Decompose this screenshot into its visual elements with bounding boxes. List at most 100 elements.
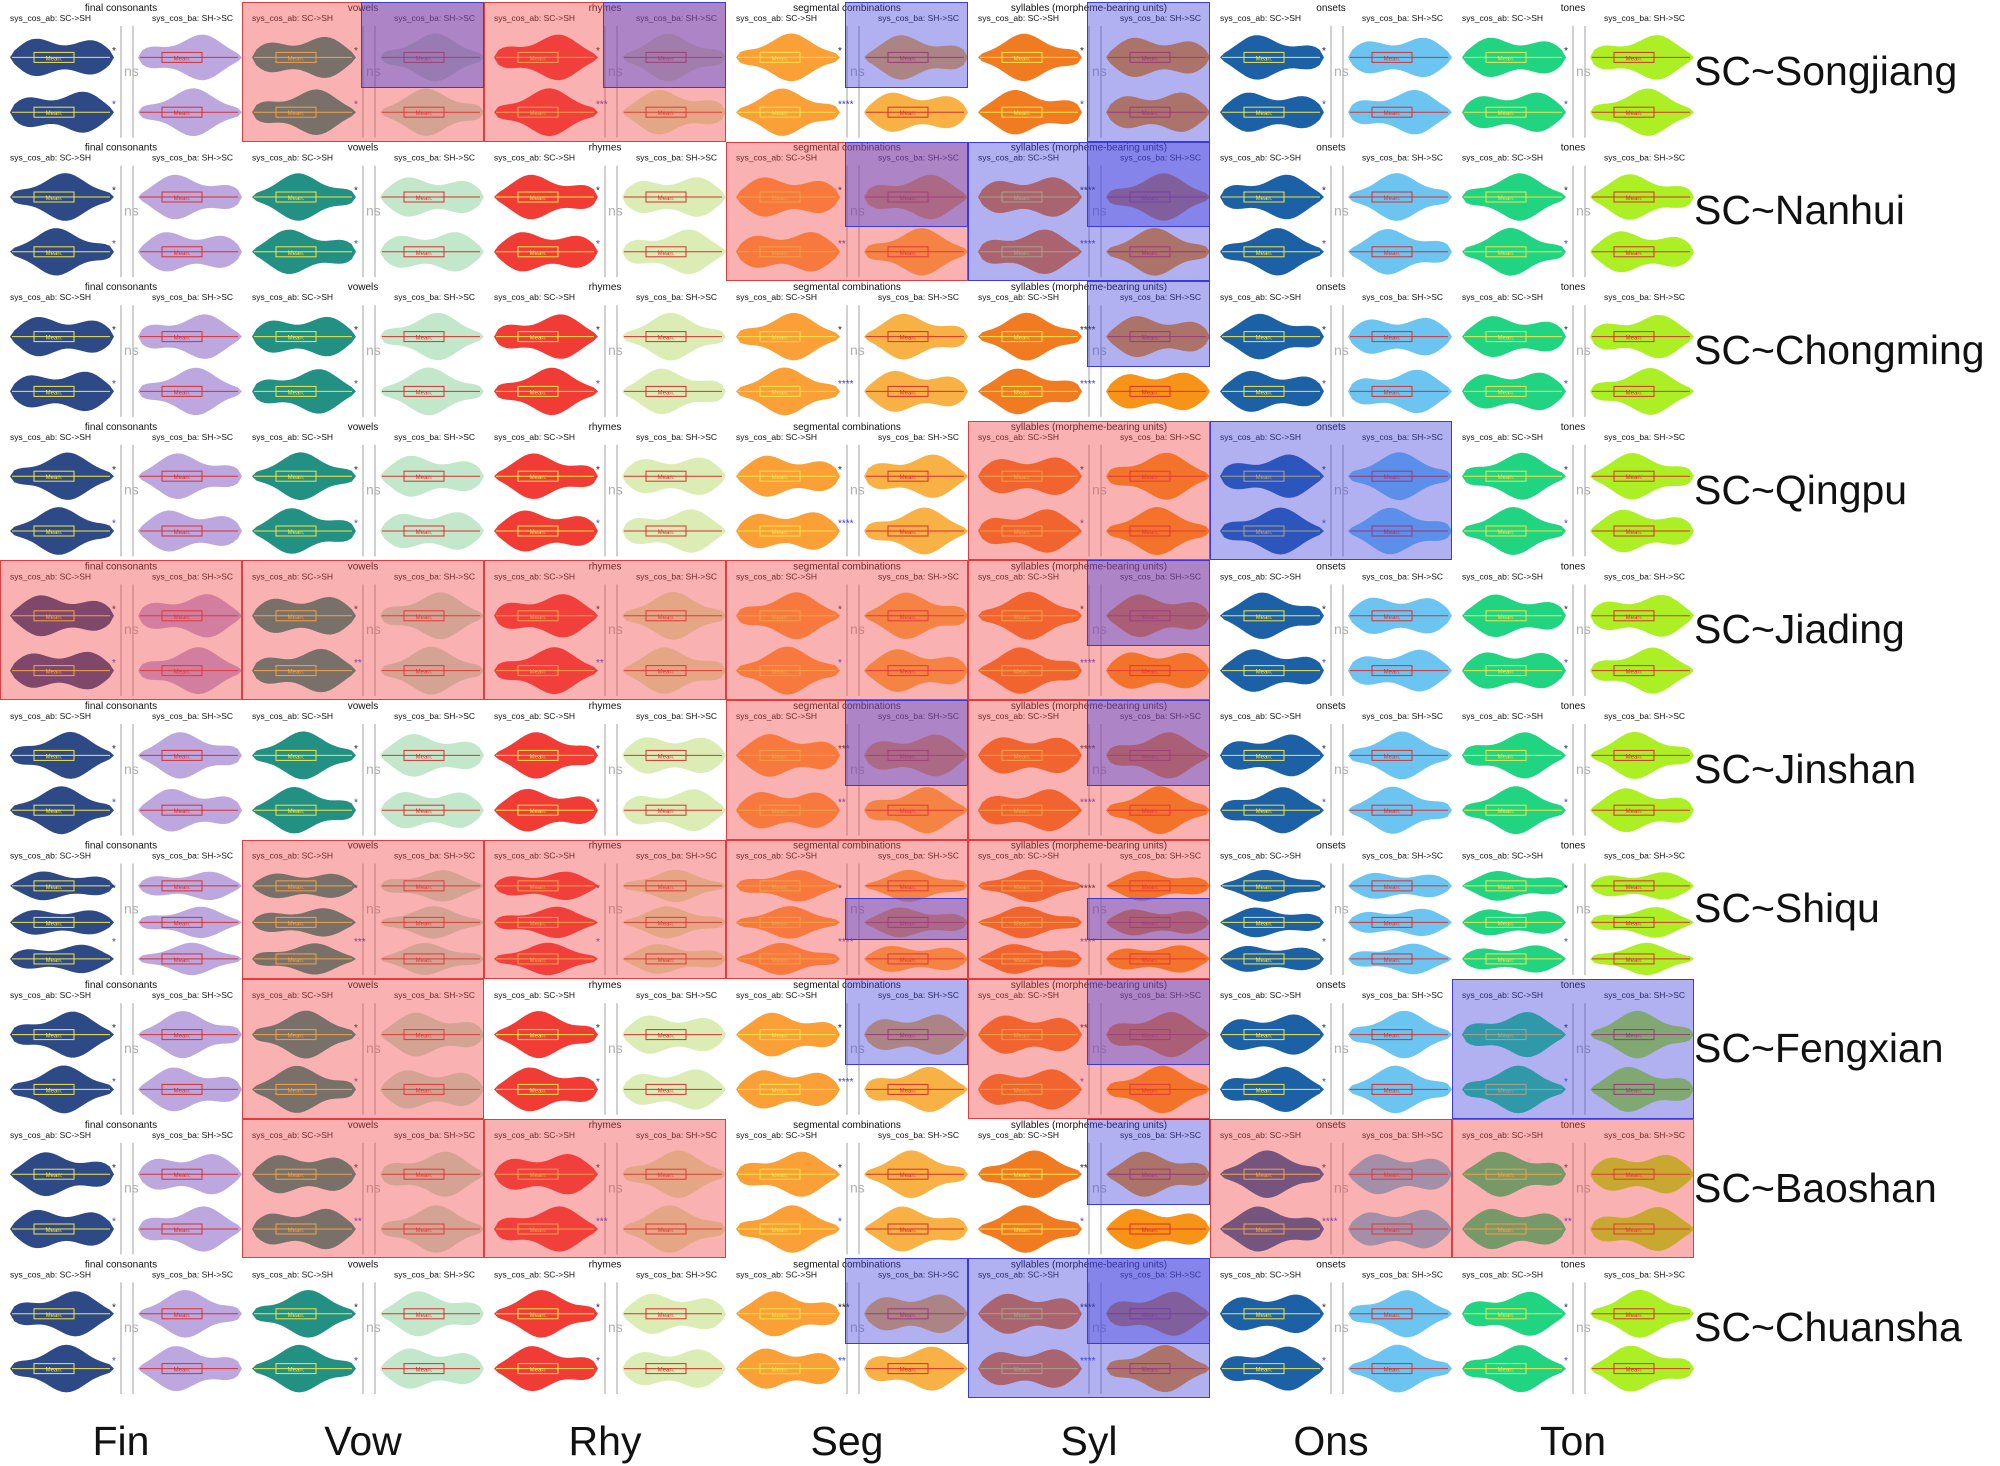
mean-label: Mean: <box>658 390 675 396</box>
highlight-red <box>968 420 1210 561</box>
panel-vow-3: vowels sys_cos_ab: SC->SH sys_cos_ba: SH->… <box>252 422 484 557</box>
panel-right-label: sys_cos_ba: SH->SC <box>636 1269 717 1279</box>
panel-ton-8: tones sys_cos_ab: SC->SH sys_cos_ba: SH->S… <box>1462 1120 1694 1255</box>
significance-ns: ns <box>1334 761 1349 777</box>
panel-right-label: sys_cos_ba: SH->SC <box>1362 851 1443 861</box>
mean-label: Mean: <box>1626 56 1643 62</box>
significance-right: * <box>1564 937 1568 948</box>
significance-right: * <box>1564 239 1568 250</box>
panel-left-label: sys_cos_ab: SC->SH <box>1220 571 1301 581</box>
mean-label: Mean: <box>900 196 917 202</box>
panel-syl-7: syllables (morpheme-bearing units)sys_co… <box>978 980 1210 1115</box>
mean-label: Mean: <box>288 1313 305 1319</box>
significance-right: * <box>112 658 116 669</box>
panel-title: segmental combinations <box>793 561 901 572</box>
significance-ns: ns <box>608 1319 623 1335</box>
significance-ns: ns <box>850 761 865 777</box>
mean-label: Mean: <box>1256 1088 1273 1094</box>
mean-label: Mean: <box>1014 336 1031 342</box>
panel-right-label: sys_cos_ba: SH->SC <box>152 153 233 163</box>
mean-label: Mean: <box>1384 670 1401 676</box>
significance-right: **** <box>1080 658 1096 669</box>
panel-title: tones <box>1561 561 1585 572</box>
panel-left-label: sys_cos_ab: SC->SH <box>978 432 1059 442</box>
panel-left-label: sys_cos_ab: SC->SH <box>252 711 333 721</box>
mean-label: Mean: <box>1014 390 1031 396</box>
mean-label: Mean: <box>772 1173 789 1179</box>
panel-left-label: sys_cos_ab: SC->SH <box>252 851 333 861</box>
mean-label: Mean: <box>1384 615 1401 621</box>
significance-right: ** <box>354 658 362 669</box>
mean-label: Mean: <box>772 196 789 202</box>
mean-label: Mean: <box>1142 111 1159 117</box>
mean-label: Mean: <box>772 475 789 481</box>
mean-label: Mean: <box>1498 809 1515 815</box>
significance-left: * <box>596 1302 600 1313</box>
significance-left: * <box>112 465 116 476</box>
mean-label: Mean: <box>174 1368 191 1374</box>
mean-label: Mean: <box>1142 754 1159 760</box>
significance-left: * <box>1564 604 1568 615</box>
panel-right-label: sys_cos_ba: SH->SC <box>636 711 717 721</box>
mean-label: Mean: <box>1626 196 1643 202</box>
significance-ns: ns <box>366 63 381 79</box>
mean-label: Mean: <box>174 921 191 927</box>
mean-label: Mean: <box>46 670 63 676</box>
panel-ton-1: tones sys_cos_ab: SC->SH sys_cos_ba: SH->S… <box>1462 143 1694 278</box>
panel-left-label: sys_cos_ab: SC->SH <box>736 292 817 302</box>
mean-label: Mean: <box>174 1088 191 1094</box>
significance-ns: ns <box>366 482 381 498</box>
mean-label: Mean: <box>1014 1368 1031 1374</box>
mean-label: Mean: <box>530 885 547 891</box>
panel-left-label: sys_cos_ab: SC->SH <box>978 1130 1059 1140</box>
significance-ns: ns <box>850 342 865 358</box>
significance-ns: ns <box>124 202 139 218</box>
significance-ns: ns <box>608 63 623 79</box>
significance-ns: ns <box>124 621 139 637</box>
panel-left-label: sys_cos_ab: SC->SH <box>1462 990 1543 1000</box>
panel-right-label: sys_cos_ba: SH->SC <box>152 851 233 861</box>
highlight-blue <box>968 141 1210 282</box>
mean-label: Mean: <box>900 921 917 927</box>
significance-ns: ns <box>1334 1319 1349 1335</box>
panel-right-label: sys_cos_ba: SH->SC <box>878 851 959 861</box>
panel-right-label: sys_cos_ba: SH->SC <box>878 292 959 302</box>
significance-right: * <box>838 658 842 669</box>
panel-right-label: sys_cos_ba: SH->SC <box>1362 153 1443 163</box>
mean-label: Mean: <box>772 111 789 117</box>
significance-ns: ns <box>366 202 381 218</box>
significance-ns: ns <box>124 1319 139 1335</box>
significance-left: * <box>1322 325 1326 336</box>
panel-right-label: sys_cos_ba: SH->SC <box>878 1130 959 1140</box>
mean-label: Mean: <box>900 530 917 536</box>
panel-title: vowels <box>348 422 379 433</box>
panel-left-label: sys_cos_ab: SC->SH <box>1462 13 1543 23</box>
mean-label: Mean: <box>1014 921 1031 927</box>
significance-ns: ns <box>1092 1319 1107 1335</box>
panel-left-label: sys_cos_ab: SC->SH <box>494 153 575 163</box>
panel-left-label: sys_cos_ab: SC->SH <box>252 153 333 163</box>
mean-label: Mean: <box>416 530 433 536</box>
significance-left: * <box>354 1023 358 1034</box>
panel-title: final consonants <box>85 841 157 852</box>
mean-label: Mean: <box>658 111 675 117</box>
panel-left-label: sys_cos_ab: SC->SH <box>10 711 91 721</box>
significance-ns: ns <box>1576 1180 1591 1196</box>
mean-label: Mean: <box>772 670 789 676</box>
mean-label: Mean: <box>1384 336 1401 342</box>
panel-rhy-1: rhymes sys_cos_ab: SC->SH sys_cos_ba: SH->… <box>494 143 726 278</box>
mean-label: Mean: <box>416 809 433 815</box>
mean-label: Mean: <box>1142 615 1159 621</box>
significance-ns: ns <box>1576 1040 1591 1056</box>
highlight-blue <box>1087 898 1210 941</box>
significance-ns: ns <box>124 342 139 358</box>
panel-left-label: sys_cos_ab: SC->SH <box>10 1269 91 1279</box>
highlight-red <box>968 839 1210 980</box>
significance-left: * <box>1322 186 1326 197</box>
panel-right-label: sys_cos_ba: SH->SC <box>1362 711 1443 721</box>
mean-label: Mean: <box>530 809 547 815</box>
mean-label: Mean: <box>1142 336 1159 342</box>
column-label: Syl <box>1060 1418 1118 1464</box>
significance-left: * <box>596 604 600 615</box>
